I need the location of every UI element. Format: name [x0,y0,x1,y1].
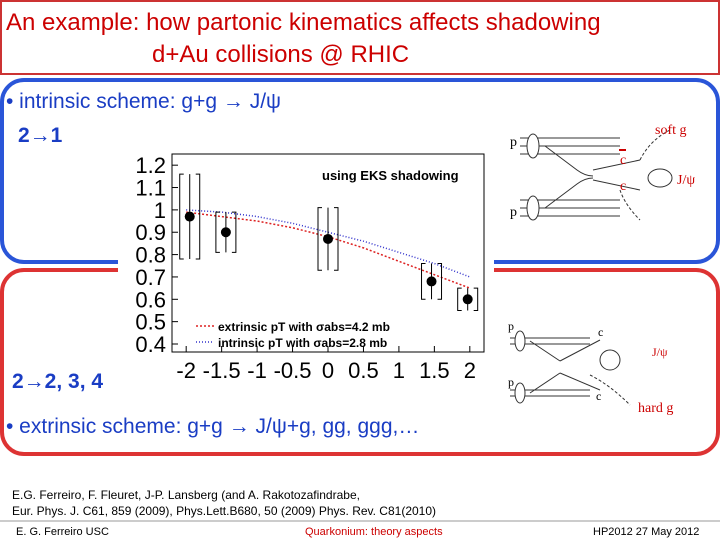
x-tick-label: -0.5 [274,358,312,383]
soft-diagram: p p c c soft g J/ψ [498,112,714,230]
legend-entry: intrinsic pT with σabs=2.8 mb [218,336,387,350]
process: 2→1 [18,124,63,147]
data-point [426,276,437,287]
label: c [596,389,601,403]
title: An example: how partonic kinematics affe… [6,9,601,36]
label: J/ψ [652,345,668,359]
x-tick-label: 1 [393,358,405,383]
plot: 1.21.110.90.80.70.60.50.4-2 -1.5 -1 -0.5 0 0.… [135,153,485,383]
x-tick-label: 0 [322,358,334,383]
bullet: • intrinsic scheme: g+g → J/ψ [6,90,281,113]
process: 2→2, 3, 4 [12,370,103,393]
title: d+Au collisions @ RHIC [152,41,409,68]
y-tick-label: 0.5 [135,310,166,335]
y-tick-label: 1.2 [135,153,166,178]
reference: E.G. Ferreiro, F. Fleuret, J-P. Lansberg… [12,488,360,502]
data-point [323,233,333,244]
x-tick-label: -2 [176,358,196,383]
x-tick-label: 0.5 [348,358,379,383]
label: hard g [638,401,673,416]
y-tick-label: 0.4 [135,332,166,357]
y-tick-label: 0.7 [135,265,166,290]
reference: Eur. Phys. J. C61, 859 (2009), Phys.Lett… [12,504,436,518]
footer-author: E. G. Ferreiro USC [16,526,109,538]
y-tick-label: 0.6 [135,287,166,312]
label: p [510,135,517,150]
label: c [620,153,626,168]
y-tick-label: 1 [154,198,166,223]
legend-entry: extrinsic pT with σabs=4.2 mb [218,320,390,334]
label: c [620,179,626,194]
y-tick-label: 0.9 [135,220,166,245]
label: p [508,319,514,333]
bullet: • extrinsic scheme: g+g → J/ψ+g, gg, ggg… [6,415,419,438]
y-tick-label: 0.8 [135,243,166,268]
data-point [220,227,231,238]
footer-event: HP2012 27 May 2012 [593,526,699,538]
x-tick-label: -1.5 [203,358,241,383]
x-tick-label: -1 [247,358,267,383]
data-point [462,294,473,305]
y-tick-label: 1.1 [135,176,166,201]
plot-label: using EKS shadowing [322,168,459,183]
x-tick-label: 1.5 [419,358,450,383]
data-point [184,211,195,222]
footer-topic: Quarkonium: theory aspects [305,526,443,538]
label: p [508,375,514,389]
footer [0,521,720,540]
hard-diagram: p p c c J/ψ hard g [500,312,710,420]
label: p [510,205,517,220]
title-box [0,0,720,75]
label: J/ψ [677,173,695,188]
label: soft g [655,123,687,138]
x-tick-label: 2 [464,358,476,383]
label: c [598,325,603,339]
